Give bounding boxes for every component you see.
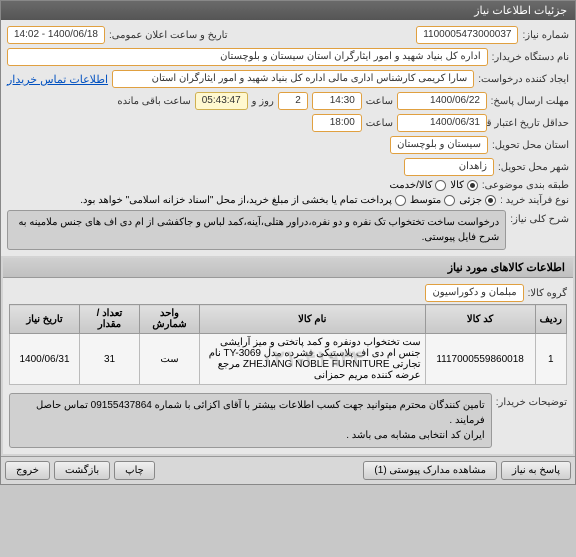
col-date: تاریخ نیاز — [10, 305, 80, 334]
creator-label: ایجاد کننده درخواست: — [478, 74, 569, 85]
summary-label: شرح کلی نیاز: — [510, 210, 569, 225]
col-name: نام کالا — [200, 305, 426, 334]
province-value: سیستان و بلوچستان — [390, 136, 488, 154]
respond-button[interactable]: پاسخ به نیاز — [501, 461, 571, 480]
col-idx: ردیف — [535, 305, 566, 334]
radio-service[interactable]: کالا/خدمت — [389, 180, 446, 191]
radio-dot-icon — [444, 195, 455, 206]
radio-dot-icon — [435, 180, 446, 191]
city-value: زاهدان — [404, 158, 494, 176]
radio-note[interactable]: پرداخت تمام یا بخشی از مبلغ خرید،از محل … — [80, 195, 406, 206]
radio-mid[interactable]: متوسط — [410, 195, 455, 206]
notes-label: توضیحات خریدار: — [496, 393, 567, 408]
buyer-value: اداره کل بنیاد شهید و امور ایثارگران است… — [7, 48, 488, 66]
province-label: استان محل تحویل: — [492, 140, 569, 151]
validity-label: حداقل تاریخ اعتبار قیمت تا تاریخ: — [491, 118, 569, 129]
attachments-button[interactable]: مشاهده مدارک پیوستی (1) — [363, 461, 497, 480]
need-no: 1100005473000037 — [416, 26, 518, 44]
items-table: ردیف کد کالا نام کالا واحد شمارش تعداد /… — [9, 304, 567, 385]
summary-text: درخواست ساخت تختخواب تک نفره و دو نفره،د… — [7, 210, 506, 250]
validity-time: 18:00 — [312, 114, 362, 132]
col-unit: واحد شمارش — [140, 305, 200, 334]
radio-dot-icon — [485, 195, 496, 206]
deadline-date: 1400/06/22 — [397, 92, 487, 110]
back-button[interactable]: بازگشت — [54, 461, 110, 480]
radio-low[interactable]: جزئی — [459, 195, 496, 206]
radio-dot-icon — [467, 180, 478, 191]
group-label: گروه کالا: — [528, 288, 567, 299]
cell-qty: 31 — [80, 334, 140, 385]
cell-date: 1400/06/31 — [10, 334, 80, 385]
category-label: طبقه بندی موضوعی: — [482, 180, 569, 191]
announce-value: 1400/06/18 - 14:02 — [7, 26, 105, 44]
radio-goods[interactable]: کالا — [450, 180, 478, 191]
radio-dot-icon — [395, 195, 406, 206]
group-value: مبلمان و دکوراسیون — [425, 284, 523, 302]
col-code: کد کالا — [425, 305, 535, 334]
window-title: جزئیات اطلاعات نیاز — [1, 1, 575, 20]
cell-unit: ست — [140, 334, 200, 385]
items-section-title: اطلاعات کالاهای مورد نیاز — [3, 258, 573, 278]
button-bar: پاسخ به نیاز مشاهده مدارک پیوستی (1) چاپ… — [1, 456, 575, 484]
remain-label: ساعت باقی مانده — [117, 96, 190, 107]
col-qty: تعداد / مقدار — [80, 305, 140, 334]
cell-code: 1117000559860018 — [425, 334, 535, 385]
notes-box: تامین کنندگان محترم میتوانید جهت کسب اطل… — [9, 393, 492, 448]
deadline-label: مهلت ارسال پاسخ: — [491, 96, 569, 107]
time-label-2: ساعت — [366, 118, 393, 129]
buyer-label: نام دستگاه خریدار: — [492, 52, 569, 63]
print-button[interactable]: چاپ — [114, 461, 155, 480]
validity-date: 1400/06/31 — [397, 114, 487, 132]
exit-button[interactable]: خروج — [5, 461, 50, 480]
contact-link[interactable]: اطلاعات تماس خریدار — [7, 73, 108, 86]
days-label: روز و — [252, 96, 274, 107]
days-value: 2 — [278, 92, 308, 110]
time-label-1: ساعت — [366, 96, 393, 107]
remain-time: 05:43:47 — [195, 92, 248, 110]
need-no-label: شماره نیاز: — [522, 30, 569, 41]
process-label: نوع فرآیند خرید : — [500, 195, 569, 206]
creator-value: سارا کریمی کارشناس اداری مالی اداره کل ب… — [112, 70, 474, 88]
table-row[interactable]: 1 1117000559860018 ست تختخواب دونفره و ک… — [10, 334, 567, 385]
announce-label: تاریخ و ساعت اعلان عمومی: — [109, 30, 228, 41]
cell-idx: 1 — [535, 334, 566, 385]
city-label: شهر محل تحویل: — [498, 162, 569, 173]
cell-name: ست تختخواب دونفره و کمد پاتختی و میز آرا… — [200, 334, 426, 385]
deadline-time: 14:30 — [312, 92, 362, 110]
